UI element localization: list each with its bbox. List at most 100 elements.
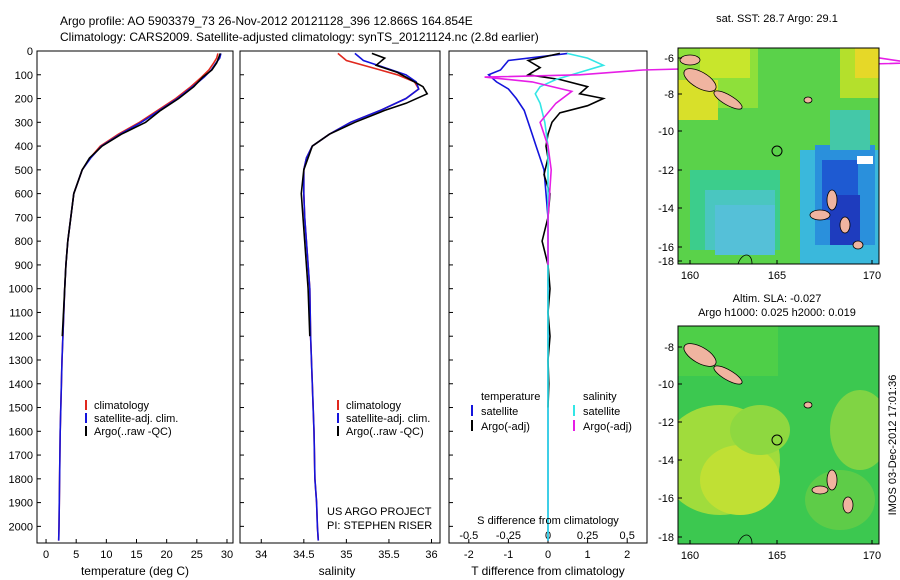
sla-map-title1: Altim. SLA: -0.027 xyxy=(733,293,822,305)
depth-tick-label: 1800 xyxy=(9,474,33,486)
lat-tick-label: -12 xyxy=(658,165,674,177)
lat-tick-label: -8 xyxy=(664,342,674,354)
s-tick-label: -0.25 xyxy=(496,530,521,542)
diff-legend-temperature-header: temperature xyxy=(481,391,540,403)
lat-tick-label: -18 xyxy=(658,532,674,544)
depth-tick-label: 600 xyxy=(15,189,33,201)
lat-tick-label: -14 xyxy=(658,203,674,215)
x-tick-label: 1 xyxy=(585,549,591,561)
series-line xyxy=(487,52,568,541)
depth-tick-label: 700 xyxy=(15,212,33,224)
s-tick-label: 0.5 xyxy=(620,530,635,542)
sla-map: Altim. SLA: -0.027 Argo h1000: 0.025 h20… xyxy=(658,293,881,562)
depth-tick-label: 1200 xyxy=(9,331,33,343)
sla-map-frame xyxy=(677,325,880,545)
sla-map-lon-axis: 160 165 170 xyxy=(681,540,881,562)
temp-legend-climatology: climatology xyxy=(94,400,150,412)
salinity-lines xyxy=(300,52,429,541)
lat-tick-label: -6 xyxy=(664,53,674,65)
lon-tick-label: 160 xyxy=(681,550,699,562)
diff-legend-s-satellite: satellite xyxy=(583,406,620,418)
temp-legend-argo: Argo(..raw -QC) xyxy=(94,426,172,438)
argo-location-marker xyxy=(771,145,783,157)
x-tick-label: 5 xyxy=(73,549,79,561)
depth-tick-label: 1300 xyxy=(9,355,33,367)
depth-tick-label: 300 xyxy=(15,117,33,129)
lat-tick-label: -10 xyxy=(658,379,674,391)
argo-location-marker xyxy=(771,434,783,446)
sal-legend-satellite: satellite-adj. clim. xyxy=(346,413,430,425)
lon-tick-label: 170 xyxy=(863,270,881,282)
lon-tick-label: 160 xyxy=(681,270,699,282)
series-line xyxy=(484,52,900,265)
series-line xyxy=(302,52,420,541)
lat-tick-label: -12 xyxy=(658,417,674,429)
sal-legend-climatology: climatology xyxy=(346,400,402,412)
series-line xyxy=(300,52,429,337)
depth-tick-label: 1600 xyxy=(9,426,33,438)
difference-legend: temperature salinity satellite Argo(-adj… xyxy=(471,391,632,433)
lon-tick-label: 165 xyxy=(768,270,786,282)
depth-tick-label: 2000 xyxy=(9,521,33,533)
salinity-xlabel: salinity xyxy=(319,564,356,578)
temperature-panel: 0100200300400500600700800900100011001200… xyxy=(9,46,453,578)
x-tick-label: 30 xyxy=(221,549,233,561)
diff-legend-t-argo: Argo(-adj) xyxy=(481,421,530,433)
sal-legend-argo: Argo(..raw -QC) xyxy=(346,426,424,438)
x-tick-label: 10 xyxy=(100,549,112,561)
lat-tick-label: -16 xyxy=(658,242,674,254)
diff-legend-t-satellite: satellite xyxy=(481,406,518,418)
depth-tick-label: 1400 xyxy=(9,379,33,391)
depth-tick-label: 900 xyxy=(15,260,33,272)
x-tick-label: 35 xyxy=(340,549,352,561)
temp-legend-satellite: satellite-adj. clim. xyxy=(94,413,178,425)
salinity-legend: climatology satellite-adj. clim. Argo(..… xyxy=(337,400,430,438)
project-annotation: US ARGO PROJECT xyxy=(327,506,432,518)
x-tick-label: 15 xyxy=(130,549,142,561)
x-tick-label: 34.5 xyxy=(293,549,314,561)
salinity-panel: 34 34.5 35 35.5 36 climatology satellite-adj… xyxy=(239,50,441,578)
x-tick-label: 0 xyxy=(545,549,551,561)
series-line xyxy=(534,52,606,541)
s-tick-label: 0.25 xyxy=(577,530,598,542)
diff-legend-salinity-header: salinity xyxy=(583,391,617,403)
s-difference-xlabel: S difference from climatology xyxy=(477,515,619,527)
depth-tick-label: 200 xyxy=(15,94,33,106)
t-difference-axis: -2 -1 0 1 2 xyxy=(464,539,630,561)
series-line xyxy=(302,52,420,541)
sst-map-lat-axis: -6 -8 -10 -12 -14 -16 -18 xyxy=(658,53,682,268)
depth-tick-label: 400 xyxy=(15,141,33,153)
t-difference-xlabel: T difference from climatology xyxy=(471,564,625,578)
x-tick-label: -1 xyxy=(504,549,514,561)
temperature-xlabel: temperature (deg C) xyxy=(81,564,189,578)
lat-tick-label: -10 xyxy=(658,126,674,138)
x-tick-label: 34 xyxy=(255,549,267,561)
header-line2: Climatology: CARS2009. Satellite-adjuste… xyxy=(60,30,539,44)
salinity-axis: 34 34.5 35 35.5 36 xyxy=(255,539,438,561)
difference-lines xyxy=(484,52,900,541)
x-tick-label: 2 xyxy=(624,549,630,561)
header-line1: Argo profile: AO 5903379_73 26-Nov-2012 … xyxy=(60,14,473,28)
lat-tick-label: -14 xyxy=(658,455,674,467)
sst-map-lon-axis: 160 165 170 xyxy=(681,260,881,282)
sla-map-lat-axis: -8 -10 -12 -14 -16 -18 xyxy=(658,342,682,544)
timestamp-label: IMOS 03-Dec-2012 17:01:36 xyxy=(887,375,899,516)
depth-axis: 0 100 200 300 400 500 600 700 800 900 1000 1100 1200… xyxy=(9,46,453,533)
sst-map: sat. SST: 28.7 Argo: 29.1 xyxy=(658,13,881,282)
x-tick-label: 20 xyxy=(161,549,173,561)
x-tick-label: 35.5 xyxy=(378,549,399,561)
depth-tick-label: 0 xyxy=(27,46,33,58)
pi-annotation: PI: STEPHEN RISER xyxy=(327,520,432,532)
depth-tick-label: 1000 xyxy=(9,284,33,296)
sst-map-frame xyxy=(677,47,880,265)
sla-map-title2: Argo h1000: 0.025 h2000: 0.019 xyxy=(698,307,856,319)
s-difference-axis: -0.5 -0.25 0 0.25 0.5 xyxy=(459,530,635,542)
sst-map-title: sat. SST: 28.7 Argo: 29.1 xyxy=(716,13,838,25)
depth-tick-label: 1500 xyxy=(9,403,33,415)
s-tick-label: -0.5 xyxy=(459,530,478,542)
temperature-axis: 0 5 10 15 20 25 30 xyxy=(43,539,233,561)
depth-tick-label: 1100 xyxy=(9,307,33,319)
x-tick-label: 0 xyxy=(43,549,49,561)
lon-tick-label: 165 xyxy=(768,550,786,562)
